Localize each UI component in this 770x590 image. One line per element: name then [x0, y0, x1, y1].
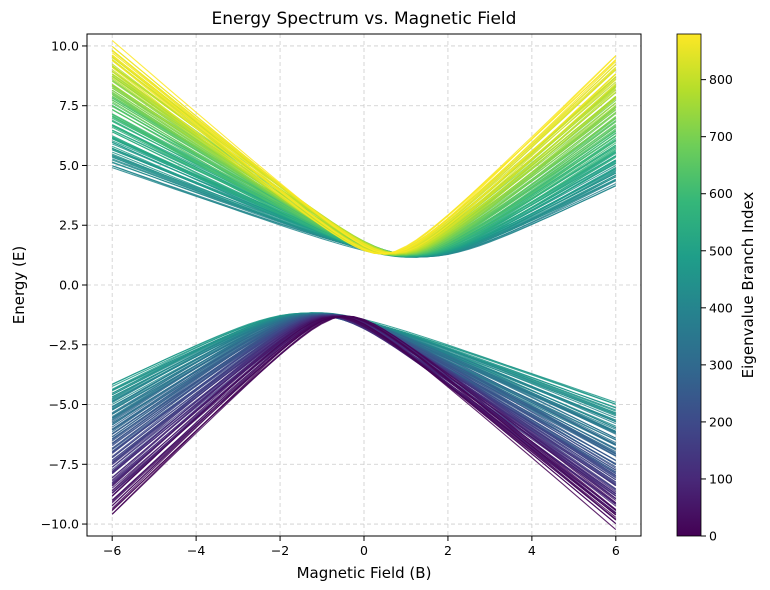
chart-title: Energy Spectrum vs. Magnetic Field: [212, 9, 517, 29]
x-tick-label: 2: [444, 543, 452, 558]
colorbar-tick-label: 800: [709, 72, 733, 87]
spectrum-lines: [111, 39, 617, 531]
y-axis-ticks: −10.0 −7.5 −5.0 −2.5 0.0 2.5 5.0 7.5 10.0: [41, 38, 87, 532]
upper-branch-line: [111, 39, 617, 254]
y-tick-label: 7.5: [59, 98, 79, 113]
x-tick-label: −2: [271, 543, 289, 558]
lower-branch-line: [111, 316, 617, 518]
colorbar-tick-label: 300: [709, 357, 733, 372]
x-axis-label: Magnetic Field (B): [297, 564, 432, 582]
x-tick-label: −6: [103, 543, 121, 558]
upper-branch-line: [111, 52, 617, 254]
y-tick-label: 0.0: [59, 278, 79, 293]
lower-branch-line: [111, 316, 617, 531]
y-tick-label: −2.5: [49, 337, 79, 352]
y-tick-label: 2.5: [59, 218, 79, 233]
colorbar: [676, 33, 702, 537]
colorbar-ticks: 0 100 200 300 400 500 600 700 800: [701, 72, 733, 544]
x-axis-ticks: −6 −4 −2 0 2 4 6: [103, 536, 620, 558]
colorbar-tick-label: 500: [709, 243, 733, 258]
colorbar-label: Eigenvalue Branch Index: [739, 192, 757, 379]
colorbar-tick-label: 0: [709, 529, 717, 544]
y-tick-label: −7.5: [49, 457, 79, 472]
y-tick-label: −5.0: [49, 397, 79, 412]
colorbar-tick-label: 200: [709, 414, 733, 429]
colorbar-tick-label: 100: [709, 471, 733, 486]
colorbar-tick-label: 400: [709, 300, 733, 315]
colorbar-tick-label: 700: [709, 129, 733, 144]
y-tick-label: −10.0: [41, 517, 79, 532]
grid-lines: [87, 34, 641, 536]
x-tick-label: −4: [187, 543, 205, 558]
x-tick-label: 0: [360, 543, 368, 558]
y-tick-label: 10.0: [51, 38, 79, 53]
x-tick-label: 6: [612, 543, 620, 558]
x-tick-label: 4: [528, 543, 536, 558]
y-axis-label: Energy (E): [10, 246, 28, 324]
y-tick-label: 5.0: [59, 158, 79, 173]
colorbar-tick-label: 600: [709, 186, 733, 201]
